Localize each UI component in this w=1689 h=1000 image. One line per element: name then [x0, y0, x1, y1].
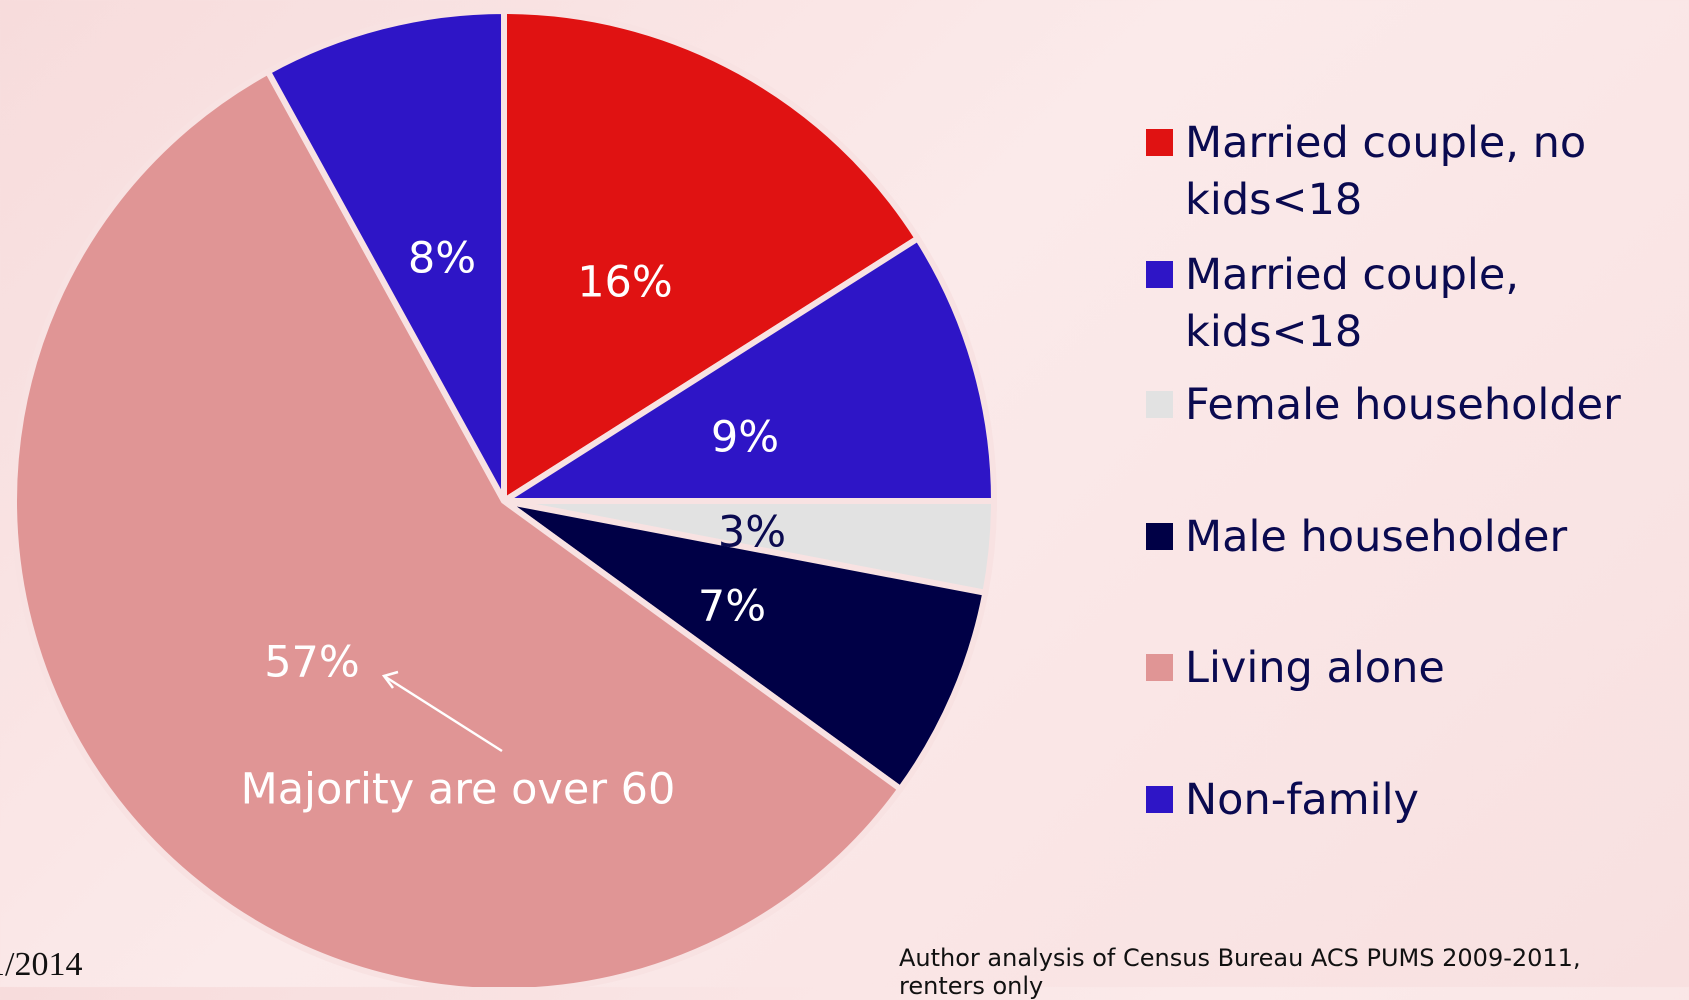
- legend-swatch: [1146, 129, 1173, 156]
- legend-label: Married couple, kids<18: [1185, 250, 1519, 357]
- arrow: [383, 674, 503, 753]
- data-label: 57%: [264, 638, 360, 688]
- pie-slice: [502, 498, 989, 794]
- pie-slice: [501, 7, 922, 507]
- legend-label: Non-family: [1185, 775, 1419, 825]
- legend-swatch: [1146, 391, 1173, 418]
- legend-label: Married couple, no kids<18: [1185, 118, 1587, 225]
- data-label: 9%: [711, 413, 779, 463]
- arrow-head: [381, 670, 399, 689]
- pie-slice: [263, 7, 507, 503]
- date: 1/2014: [0, 946, 83, 983]
- legend-swatch: [1146, 654, 1173, 681]
- legend-swatch: [1146, 523, 1173, 550]
- pie: [11, 7, 998, 987]
- legend-label: Living alone: [1185, 643, 1445, 693]
- pie-slice: [11, 67, 905, 987]
- pie-slice: [493, 234, 998, 504]
- legend-label: Female householder: [1185, 380, 1621, 430]
- data-label: 8%: [408, 234, 476, 284]
- annotation: Majority are over 60: [241, 765, 676, 815]
- data-label: 3%: [718, 508, 786, 558]
- source-note: Author analysis of Census Bureau ACS PUM…: [899, 944, 1581, 1000]
- legend-swatch: [1146, 261, 1173, 288]
- legend-label: Male householder: [1185, 512, 1568, 562]
- data-label: 7%: [698, 582, 766, 632]
- data-label: 16%: [577, 258, 673, 308]
- legend-swatch: [1146, 786, 1173, 813]
